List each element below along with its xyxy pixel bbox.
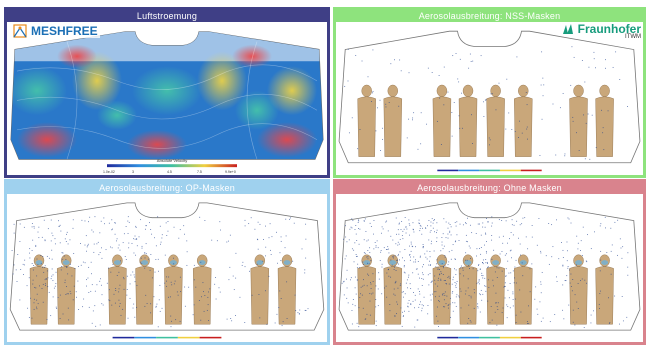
nss-visualization: [336, 22, 643, 175]
meshfree-logo: MESHFREE: [13, 24, 100, 38]
passenger-figure: [108, 254, 127, 325]
cabin-outline: [9, 202, 325, 331]
passenger-figure: [514, 84, 533, 157]
panel-title-no-masks: Aerosolausbreitung: Ohne Masken: [336, 182, 643, 194]
legend-tick: 7.5: [197, 170, 202, 174]
legend-tick: 1.0e-02: [103, 170, 115, 174]
fraunhofer-logo: Fraunhofer ITWM: [562, 22, 641, 40]
op-visualization: [7, 194, 327, 342]
aerosol-particles: [341, 216, 629, 328]
passenger-figure: [383, 84, 402, 157]
colorbar: Absolute Velocity 1.0e-02 3 4.5 7.5 9.9e…: [103, 158, 237, 174]
panel-airflow: Luftstroemung: [4, 7, 330, 178]
passenger-figure: [164, 254, 183, 325]
passenger-figure: [277, 254, 297, 325]
cabin-outline: [338, 30, 641, 164]
panel-title-op-masks: Aerosolausbreitung: OP-Masken: [7, 182, 327, 194]
passenger-figure: [458, 254, 478, 325]
concentration-colorbar: [112, 336, 222, 339]
passenger-figure: [569, 254, 588, 325]
passenger-figure: [432, 84, 452, 157]
cabin-outline: [338, 202, 641, 331]
panel-nss-masks: Aerosolausbreitung: NSS-Masken Fraunhofe…: [333, 7, 646, 178]
panel-no-masks: Aerosolausbreitung: Ohne Masken: [333, 179, 646, 345]
fraunhofer-logo-text: Fraunhofer: [577, 22, 641, 36]
no-mask-visualization: [336, 194, 643, 342]
legend-tick: 4.5: [167, 170, 172, 174]
no-mask-svg: [338, 202, 641, 339]
concentration-colorbar: [437, 336, 542, 339]
velocity-field: [11, 31, 323, 160]
passenger-figure: [383, 254, 402, 325]
panel-op-masks: Aerosolausbreitung: OP-Masken: [4, 179, 330, 345]
fraunhofer-logo-sub: ITWM: [625, 34, 641, 40]
legend-tick: 9.9e+0: [225, 170, 236, 174]
passenger-figure: [250, 254, 270, 325]
passenger-figure: [486, 254, 505, 325]
fraunhofer-logo-icon: [562, 24, 573, 34]
passenger-figure: [357, 84, 376, 157]
nss-svg: [338, 30, 641, 172]
passenger-figure: [595, 84, 614, 157]
airflow-svg: Absolute Velocity 1.0e-02 3 4.5 7.5 9.9e…: [10, 31, 324, 174]
seated-figures: [29, 254, 297, 325]
concentration-colorbar: [437, 169, 542, 172]
panel-title-nss-masks: Aerosolausbreitung: NSS-Masken: [336, 10, 643, 22]
passenger-figure: [357, 254, 376, 325]
legend-tick: 3: [132, 170, 134, 174]
passenger-figure: [432, 254, 452, 325]
passenger-figure: [192, 254, 212, 325]
passenger-figure: [135, 254, 154, 325]
passenger-figure: [595, 254, 614, 325]
panel-title-airflow: Luftstroemung: [7, 10, 327, 22]
meshfree-logo-text: MESHFREE: [29, 24, 100, 38]
passenger-figure: [458, 84, 478, 157]
op-svg: [9, 202, 325, 339]
aerosol-particles: [344, 46, 629, 160]
meshfree-logo-icon: [13, 24, 27, 38]
seated-figures: [357, 84, 614, 157]
legend-title: Absolute Velocity: [157, 158, 187, 163]
airflow-visualization: Absolute Velocity 1.0e-02 3 4.5 7.5 9.9e…: [7, 22, 327, 175]
aerosol-particles: [11, 216, 309, 328]
passenger-figure: [569, 84, 588, 157]
seated-figures: [357, 254, 614, 325]
passenger-figure: [486, 84, 505, 157]
passenger-figure: [514, 254, 533, 325]
